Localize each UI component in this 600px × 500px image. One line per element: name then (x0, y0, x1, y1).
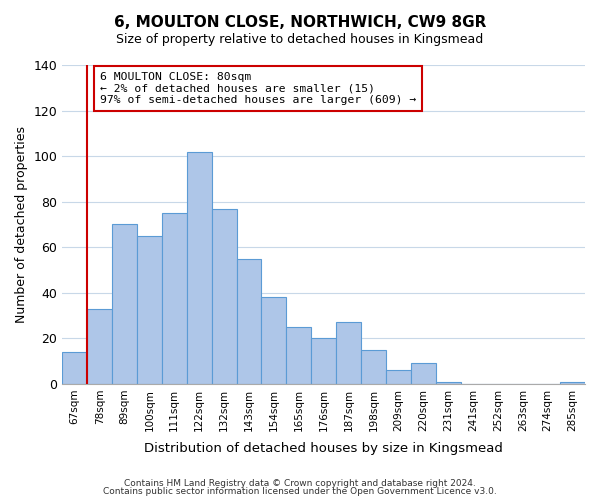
Y-axis label: Number of detached properties: Number of detached properties (15, 126, 28, 323)
Bar (311, 338, 336, 384)
Text: Contains public sector information licensed under the Open Government Licence v3: Contains public sector information licen… (103, 487, 497, 496)
Bar (62, 352, 87, 384)
Text: Contains HM Land Registry data © Crown copyright and database right 2024.: Contains HM Land Registry data © Crown c… (124, 478, 476, 488)
Bar (187, 152, 212, 384)
Bar (286, 327, 311, 384)
Bar (411, 364, 436, 384)
Bar (386, 370, 411, 384)
Bar (436, 382, 461, 384)
Bar (560, 382, 585, 384)
Text: 6, MOULTON CLOSE, NORTHWICH, CW9 8GR: 6, MOULTON CLOSE, NORTHWICH, CW9 8GR (114, 15, 486, 30)
Bar (361, 350, 386, 384)
Title: 6, MOULTON CLOSE, NORTHWICH, CW9 8GR
Size of property relative to detached house: 6, MOULTON CLOSE, NORTHWICH, CW9 8GR Siz… (0, 499, 1, 500)
Bar (212, 208, 236, 384)
Bar (137, 236, 162, 384)
Bar (336, 322, 361, 384)
Bar (87, 308, 112, 384)
Bar (236, 258, 262, 384)
Bar (162, 213, 187, 384)
Bar (112, 224, 137, 384)
Text: 6 MOULTON CLOSE: 80sqm
← 2% of detached houses are smaller (15)
97% of semi-deta: 6 MOULTON CLOSE: 80sqm ← 2% of detached … (100, 72, 416, 105)
X-axis label: Distribution of detached houses by size in Kingsmead: Distribution of detached houses by size … (144, 442, 503, 455)
Bar (262, 298, 286, 384)
Text: Size of property relative to detached houses in Kingsmead: Size of property relative to detached ho… (116, 32, 484, 46)
